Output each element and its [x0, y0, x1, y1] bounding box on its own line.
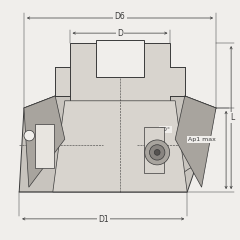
Text: D1: D1: [98, 215, 108, 224]
Text: L: L: [230, 113, 234, 122]
Text: 90°: 90°: [160, 127, 171, 132]
Text: D: D: [117, 29, 123, 38]
Polygon shape: [55, 67, 70, 96]
Text: D6: D6: [115, 12, 125, 21]
Polygon shape: [170, 67, 185, 96]
Polygon shape: [175, 96, 216, 187]
Text: Ap1 max: Ap1 max: [188, 137, 216, 142]
Circle shape: [145, 140, 170, 165]
Circle shape: [154, 150, 160, 155]
FancyBboxPatch shape: [144, 127, 164, 173]
FancyBboxPatch shape: [35, 124, 54, 168]
Circle shape: [150, 145, 165, 160]
Polygon shape: [53, 101, 187, 192]
Polygon shape: [24, 96, 65, 187]
FancyBboxPatch shape: [96, 40, 144, 77]
Polygon shape: [19, 96, 216, 192]
Polygon shape: [70, 43, 170, 106]
Circle shape: [24, 130, 35, 141]
